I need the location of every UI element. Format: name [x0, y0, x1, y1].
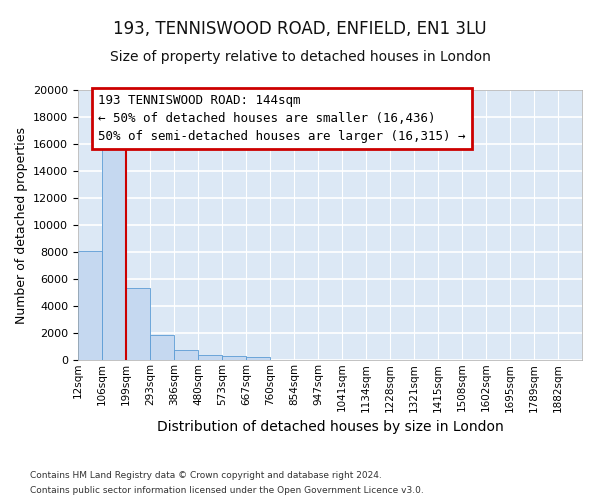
- Text: Contains public sector information licensed under the Open Government Licence v3: Contains public sector information licen…: [30, 486, 424, 495]
- Bar: [174, 350, 198, 360]
- Y-axis label: Number of detached properties: Number of detached properties: [14, 126, 28, 324]
- Bar: [198, 355, 222, 360]
- Bar: [126, 288, 150, 360]
- Bar: [150, 335, 174, 360]
- X-axis label: Distribution of detached houses by size in London: Distribution of detached houses by size …: [157, 420, 503, 434]
- Bar: [222, 356, 246, 360]
- Bar: [102, 137, 126, 360]
- Text: 193 TENNISWOOD ROAD: 144sqm
← 50% of detached houses are smaller (16,436)
50% of: 193 TENNISWOOD ROAD: 144sqm ← 50% of det…: [98, 94, 466, 143]
- Text: 193, TENNISWOOD ROAD, ENFIELD, EN1 3LU: 193, TENNISWOOD ROAD, ENFIELD, EN1 3LU: [113, 20, 487, 38]
- Bar: [246, 357, 270, 360]
- Text: Size of property relative to detached houses in London: Size of property relative to detached ho…: [110, 50, 490, 64]
- Text: Contains HM Land Registry data © Crown copyright and database right 2024.: Contains HM Land Registry data © Crown c…: [30, 471, 382, 480]
- Bar: [78, 250, 102, 360]
